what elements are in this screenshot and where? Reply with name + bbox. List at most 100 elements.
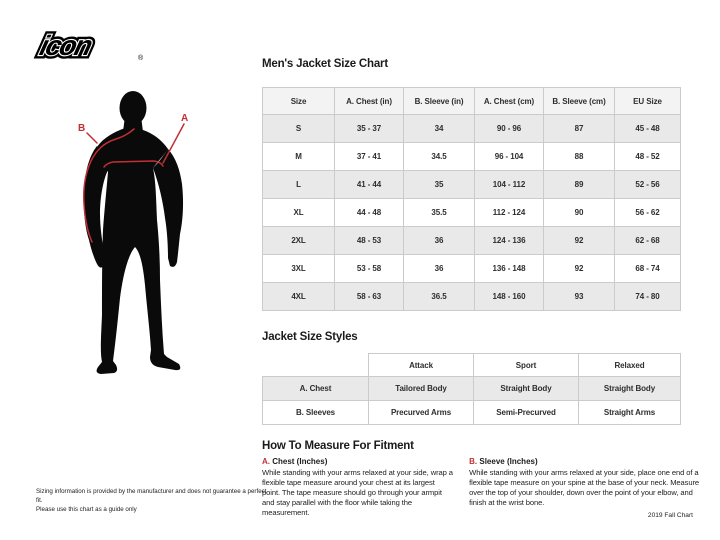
- table-row: A. Chest Tailored Body Straight Body Straig…: [262, 376, 681, 401]
- column-header: EU Size: [614, 87, 681, 115]
- table-cell: Precurved Arms: [368, 400, 474, 425]
- silhouette-neck: [123, 116, 143, 132]
- size-chart-title: Men's Jacket Size Chart: [262, 58, 388, 70]
- column-header: A. Chest (in): [334, 87, 404, 115]
- table-row: B. Sleeves Precurved Arms Semi-Precurved St…: [262, 400, 681, 425]
- mens-jacket-size-table: Size A. Chest (in) B. Sleeve (in) A. Chest …: [262, 87, 681, 311]
- table-cell: 36: [403, 254, 475, 283]
- measure-section-title: How To Measure For Fitment: [262, 440, 414, 452]
- row-label-cell: A. Chest: [262, 376, 369, 401]
- table-cell: 87: [543, 114, 615, 143]
- styles-table-header-row: Attack Sport Relaxed: [263, 353, 681, 377]
- chest-heading-prefix: A.: [262, 457, 270, 466]
- disclaimer-text: Sizing information is provided by the ma…: [36, 488, 271, 515]
- sleeve-measure-heading: B. Sleeve (Inches): [469, 457, 702, 466]
- row-label-cell: 2XL: [262, 226, 335, 255]
- styles-table-title: Jacket Size Styles: [262, 331, 358, 343]
- table-cell: 88: [543, 142, 615, 171]
- table-cell: 93: [543, 282, 615, 311]
- table-cell: 148 - 160: [474, 282, 544, 311]
- table-cell: Semi-Precurved: [473, 400, 579, 425]
- table-row: XL 44 - 48 35.5 112 - 124 90 56 - 62: [262, 198, 681, 227]
- table-cell: 37 - 41: [334, 142, 404, 171]
- table-cell: 56 - 62: [614, 198, 681, 227]
- table-cell: 35 - 37: [334, 114, 404, 143]
- table-cell: 58 - 63: [334, 282, 404, 311]
- column-header: B. Sleeve (cm): [543, 87, 615, 115]
- table-cell: 41 - 44: [334, 170, 404, 199]
- registered-trademark-icon: ®: [138, 54, 144, 62]
- table-cell: Straight Arms: [578, 400, 681, 425]
- measure-label-b: B: [78, 123, 85, 134]
- chest-measure-line: [103, 160, 164, 168]
- column-header: Size: [262, 87, 335, 115]
- table-cell: 92: [543, 254, 615, 283]
- table-cell: 36.5: [403, 282, 475, 311]
- table-cell: 44 - 48: [334, 198, 404, 227]
- column-header: B. Sleeve (in): [403, 87, 475, 115]
- table-cell: 62 - 68: [614, 226, 681, 255]
- table-cell: 74 - 80: [614, 282, 681, 311]
- table-cell: 35.5: [403, 198, 475, 227]
- table-cell: 104 - 112: [474, 170, 544, 199]
- table-cell: Straight Body: [473, 376, 579, 401]
- column-header: Sport: [473, 353, 579, 377]
- body-silhouette: [96, 128, 181, 374]
- label-b-pointer-line: [86, 132, 98, 144]
- table-row: 4XL 58 - 63 36.5 148 - 160 93 74 - 80: [262, 282, 681, 311]
- table-cell: 48 - 53: [334, 226, 404, 255]
- sleeve-measure-line: [83, 128, 135, 243]
- row-label-cell: L: [262, 170, 335, 199]
- table-cell: 48 - 52: [614, 142, 681, 171]
- table-cell: 53 - 58: [334, 254, 404, 283]
- table-cell: 136 - 148: [474, 254, 544, 283]
- label-a-pointer-line: [162, 123, 185, 164]
- table-row: S 35 - 37 34 90 - 96 87 45 - 48: [262, 114, 681, 143]
- table-cell: 112 - 124: [474, 198, 544, 227]
- table-row: 2XL 48 - 53 36 124 - 136 92 62 - 68: [262, 226, 681, 255]
- disclaimer-line-2: Please use this chart as a guide only: [36, 505, 137, 513]
- disclaimer-line-1: Sizing information is provided by the ma…: [36, 488, 267, 504]
- measure-instructions: A. Chest (Inches) While standing with yo…: [262, 457, 702, 518]
- table-cell: 52 - 56: [614, 170, 681, 199]
- logo-wordmark: icon: [37, 30, 96, 62]
- table-cell: 34.5: [403, 142, 475, 171]
- sleeve-heading-prefix: B.: [469, 457, 478, 466]
- table-cell: 92: [543, 226, 615, 255]
- table-cell: 124 - 136: [474, 226, 544, 255]
- row-label-cell: S: [262, 114, 335, 143]
- table-cell: 45 - 48: [614, 114, 681, 143]
- table-cell: 96 - 104: [474, 142, 544, 171]
- silhouette-right-arm: [153, 149, 184, 267]
- table-cell: Straight Body: [578, 376, 681, 401]
- column-header: Attack: [368, 353, 474, 377]
- column-header: Relaxed: [578, 353, 681, 377]
- edition-label: 2019 Fall Chart: [647, 512, 693, 519]
- icon-logo: icon icon ®: [33, 27, 144, 64]
- table-cell: Tailored Body: [368, 376, 474, 401]
- jacket-size-styles-table: Attack Sport Relaxed A. Chest Tailored Body…: [262, 353, 681, 425]
- sleeve-heading-text: Sleeve (Inches): [479, 457, 538, 466]
- sleeve-measure-body: While standing with your arms relaxed at…: [469, 468, 700, 508]
- table-cell: 90: [543, 198, 615, 227]
- row-label-cell: 4XL: [262, 282, 335, 311]
- column-header: A. Chest (cm): [474, 87, 544, 115]
- row-label-cell: 3XL: [262, 254, 335, 283]
- row-label-cell: B. Sleeves: [262, 400, 369, 425]
- table-cell: 34: [403, 114, 475, 143]
- column-header: [263, 354, 369, 377]
- chest-measure-instructions: A. Chest (Inches) While standing with yo…: [262, 457, 453, 518]
- chart-content-column: Men's Jacket Size Chart Size A. Chest (in…: [262, 58, 702, 518]
- table-row: M 37 - 41 34.5 96 - 104 88 48 - 52: [262, 142, 681, 171]
- body-measurement-figure: B A: [78, 91, 188, 374]
- sleeve-measure-instructions: B. Sleeve (Inches) While standing with y…: [469, 457, 702, 518]
- logo-wordmark-outline: icon: [37, 30, 96, 62]
- chest-measure-body: While standing with your arms relaxed at…: [262, 468, 453, 518]
- table-cell: 68 - 74: [614, 254, 681, 283]
- row-label-cell: M: [262, 142, 335, 171]
- table-cell: 89: [543, 170, 615, 199]
- table-cell: 36: [403, 226, 475, 255]
- row-label-cell: XL: [262, 198, 335, 227]
- measure-label-a: A: [181, 113, 188, 124]
